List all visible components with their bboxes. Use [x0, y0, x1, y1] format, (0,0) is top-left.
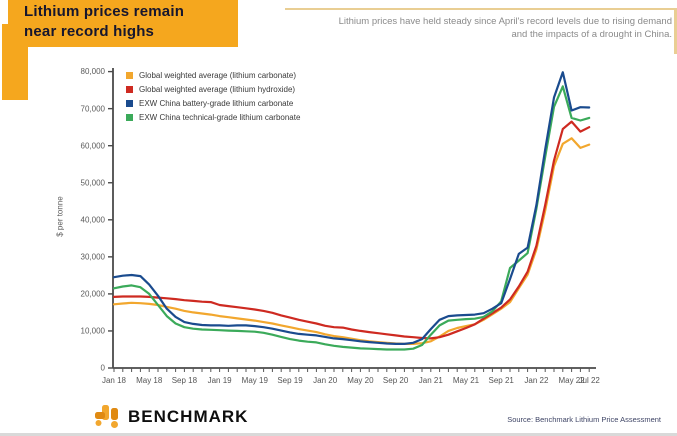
- legend-swatch: [126, 71, 133, 79]
- series-line: [112, 137, 591, 345]
- series-line: [112, 85, 591, 351]
- x-tick-label: May 21: [453, 376, 480, 385]
- x-tick-label: Jan 20: [313, 376, 338, 385]
- x-tick-label: Jan 21: [419, 376, 444, 385]
- series-line: [112, 71, 591, 345]
- page-bottom-edge: [0, 433, 677, 436]
- legend-label: Global weighted average (lithium carbona…: [139, 70, 296, 80]
- x-tick-label: Sep 21: [489, 376, 515, 385]
- subtitle-line2: and the impacts of a drought in China.: [511, 28, 672, 40]
- y-tick-label: 10,000: [81, 327, 106, 336]
- x-tick-label: Sep 19: [277, 376, 303, 385]
- series-line: [112, 120, 591, 340]
- y-tick-label: 50,000: [81, 178, 106, 187]
- y-tick-label: 40,000: [81, 215, 106, 224]
- x-tick-label: Jan 22: [524, 376, 549, 385]
- y-tick-label: 20,000: [81, 290, 106, 299]
- legend-swatch: [126, 113, 133, 121]
- x-tick-label: Jan 19: [208, 376, 233, 385]
- x-axis-month-ticks: [113, 368, 590, 372]
- subtitle-line1: Lithium prices have held steady since Ap…: [338, 16, 672, 27]
- x-tick-label: Jan 18: [102, 376, 127, 385]
- x-tick-label: Jul 22: [579, 376, 601, 385]
- y-tick-label: 30,000: [81, 252, 106, 261]
- legend-label: EXW China technical-grade lithium carbon…: [139, 112, 301, 122]
- legend-label: Global weighted average (lithium hydroxi…: [139, 84, 296, 94]
- legend-item: Global weighted average (lithium hydroxi…: [126, 82, 300, 96]
- source-attribution: Source: Benchmark Lithium Price Assessme…: [507, 415, 661, 424]
- page-title-line2: near record highs: [24, 22, 155, 40]
- x-tick-label: May 20: [347, 376, 374, 385]
- x-tick-label: May 19: [242, 376, 269, 385]
- title-banner: Lithium prices remain near record highs: [8, 0, 238, 47]
- benchmark-logo-text: BENCHMARK: [128, 406, 249, 426]
- y-tick-label: 60,000: [81, 141, 106, 150]
- x-tick-label: May 18: [136, 376, 163, 385]
- y-tick-label: 80,000: [81, 67, 106, 76]
- benchmark-logo: BENCHMARK: [94, 404, 248, 429]
- legend-swatch: [126, 85, 133, 93]
- y-axis-title: $ per tonne: [55, 196, 65, 237]
- legend-item: EXW China technical-grade lithium carbon…: [126, 110, 300, 124]
- x-tick-label: Sep 20: [383, 376, 409, 385]
- legend-item: EXW China battery-grade lithium carbonat…: [126, 96, 300, 110]
- y-axis-ticks: 0 10,000 20,000 30,000 40,000 50,000 60,000 70,…: [81, 67, 113, 373]
- x-tick-label: May 22: [558, 376, 585, 385]
- subtitle-box: Lithium prices have held steady since Ap…: [285, 8, 677, 54]
- legend-swatch: [126, 99, 133, 107]
- y-tick-label: 70,000: [81, 104, 106, 113]
- page-title-line1: Lithium prices remain: [24, 3, 185, 20]
- legend-item: Global weighted average (lithium carbona…: [126, 68, 300, 82]
- y-tick-label: 0: [101, 364, 106, 373]
- x-tick-label: Sep 18: [172, 376, 198, 385]
- x-axis-labels: Jan 18 May 18 Sep 18 Jan 19 May 19 Sep 19 Jan …: [102, 376, 600, 385]
- legend-label: EXW China battery-grade lithium carbonat…: [139, 98, 294, 108]
- benchmark-logo-icon: [95, 405, 118, 428]
- chart-legend: Global weighted average (lithium carbona…: [126, 68, 300, 124]
